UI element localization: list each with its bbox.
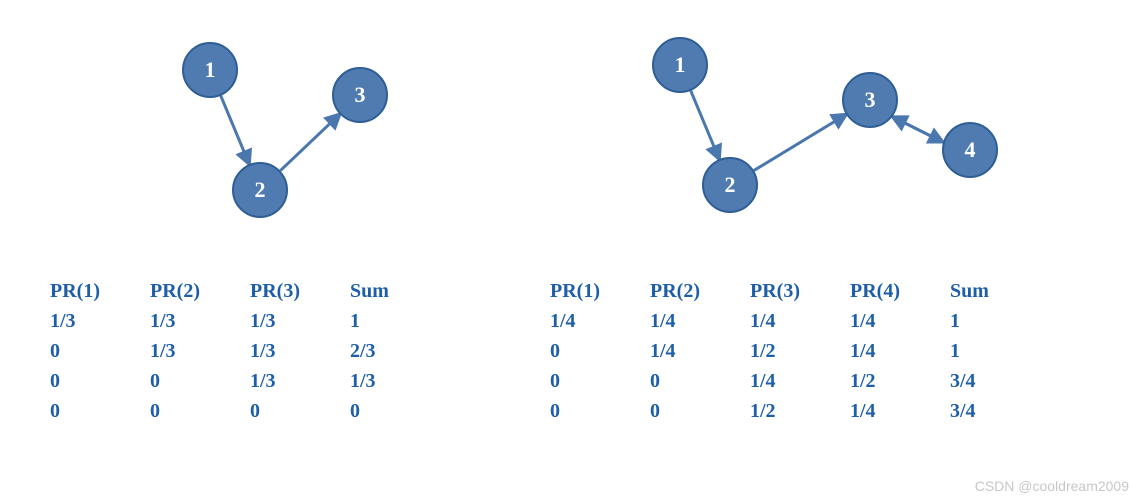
table-cell: 1/2 xyxy=(750,340,850,370)
column-header: Sum xyxy=(950,280,1050,310)
table-row: 001/21/43/4 xyxy=(550,400,1050,430)
table-cell: 1/2 xyxy=(850,370,950,400)
node-2: 2 xyxy=(702,157,758,213)
table-cell: 1/3 xyxy=(250,310,350,340)
table-cell: 1 xyxy=(950,340,1050,370)
table-cell: 3/4 xyxy=(950,400,1050,430)
node-3: 3 xyxy=(842,72,898,128)
table-row: 0000 xyxy=(50,400,450,430)
table-cell: 1/3 xyxy=(150,310,250,340)
node-label: 4 xyxy=(965,137,976,163)
node-4: 4 xyxy=(942,122,998,178)
column-header: Sum xyxy=(350,280,450,310)
table-cell: 0 xyxy=(550,340,650,370)
table-cell: 0 xyxy=(350,400,450,430)
edge-3-4 xyxy=(893,117,943,142)
node-label: 2 xyxy=(255,177,266,203)
table-row: 001/31/3 xyxy=(50,370,450,400)
table-cell: 1/4 xyxy=(850,400,950,430)
table-cell: 0 xyxy=(650,370,750,400)
right-panel: 1234 PR(1)PR(2)PR(3)PR(4)Sum1/41/41/41/4… xyxy=(550,20,970,240)
node-label: 3 xyxy=(355,82,366,108)
column-header: PR(3) xyxy=(250,280,350,310)
table-cell: 1/2 xyxy=(750,400,850,430)
edge-3-4 xyxy=(893,117,943,142)
node-label: 3 xyxy=(865,87,876,113)
table-cell: 0 xyxy=(650,400,750,430)
left-graph: 1 2 3 xyxy=(140,20,560,240)
table-cell: 1/3 xyxy=(350,370,450,400)
column-header: PR(1) xyxy=(550,280,650,310)
table-cell: 2/3 xyxy=(350,340,450,370)
table-cell: 0 xyxy=(250,400,350,430)
table-row: 01/41/21/41 xyxy=(550,340,1050,370)
table-row: 01/31/32/3 xyxy=(50,340,450,370)
right-table: PR(1)PR(2)PR(3)PR(4)Sum1/41/41/41/4101/4… xyxy=(550,280,1050,430)
table-cell: 1/4 xyxy=(750,370,850,400)
table-cell: 0 xyxy=(550,370,650,400)
table-cell: 1/4 xyxy=(850,340,950,370)
table-cell: 0 xyxy=(50,340,150,370)
table-cell: 1/3 xyxy=(150,340,250,370)
table-cell: 0 xyxy=(150,400,250,430)
column-header: PR(2) xyxy=(150,280,250,310)
table-header-row: PR(1)PR(2)PR(3)Sum xyxy=(50,280,450,310)
table-cell: 1 xyxy=(350,310,450,340)
edge-2-3 xyxy=(280,114,339,170)
node-label: 1 xyxy=(675,52,686,78)
node-3: 3 xyxy=(332,67,388,123)
column-header: PR(2) xyxy=(650,280,750,310)
table-row: 001/41/23/4 xyxy=(550,370,1050,400)
table-cell: 1/4 xyxy=(650,340,750,370)
table-cell: 0 xyxy=(50,370,150,400)
column-header: PR(1) xyxy=(50,280,150,310)
table-cell: 0 xyxy=(50,400,150,430)
node-label: 1 xyxy=(205,57,216,83)
edge-2-3 xyxy=(754,115,846,171)
table-cell: 1/4 xyxy=(650,310,750,340)
column-header: PR(4) xyxy=(850,280,950,310)
table-header-row: PR(1)PR(2)PR(3)PR(4)Sum xyxy=(550,280,1050,310)
table-row: 1/41/41/41/41 xyxy=(550,310,1050,340)
node-label: 2 xyxy=(725,172,736,198)
left-panel: 123 PR(1)PR(2)PR(3)Sum1/31/31/3101/31/32… xyxy=(50,20,470,240)
table-cell: 0 xyxy=(550,400,650,430)
column-header: PR(3) xyxy=(750,280,850,310)
table-cell: 0 xyxy=(150,370,250,400)
edge-1-2 xyxy=(221,96,249,164)
table-row: 1/31/31/31 xyxy=(50,310,450,340)
edge-1-2 xyxy=(691,91,719,159)
table-cell: 1/4 xyxy=(550,310,650,340)
left-table: PR(1)PR(2)PR(3)Sum1/31/31/3101/31/32/300… xyxy=(50,280,450,430)
table-cell: 1/3 xyxy=(250,370,350,400)
node-2: 2 xyxy=(232,162,288,218)
table-cell: 1/4 xyxy=(750,310,850,340)
table-cell: 1/3 xyxy=(50,310,150,340)
table-cell: 1/4 xyxy=(850,310,950,340)
table-cell: 1 xyxy=(950,310,1050,340)
right-graph: 1 2 3 4 xyxy=(620,20,1040,240)
table-cell: 1/3 xyxy=(250,340,350,370)
table-cell: 3/4 xyxy=(950,370,1050,400)
node-1: 1 xyxy=(182,42,238,98)
watermark: CSDN @cooldream2009 xyxy=(975,478,1129,494)
node-1: 1 xyxy=(652,37,708,93)
